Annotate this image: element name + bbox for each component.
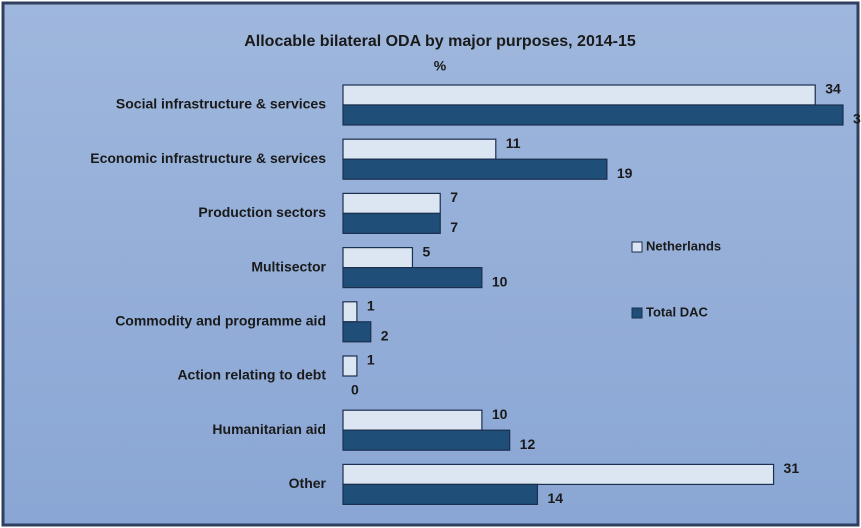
bar [342, 301, 358, 323]
value-label: 36 [853, 111, 861, 127]
bar [342, 409, 483, 431]
value-label: 14 [547, 490, 563, 506]
value-label: 1 [367, 298, 375, 314]
value-label: 10 [492, 273, 508, 289]
value-label: 7 [450, 219, 458, 235]
bar [342, 483, 539, 505]
legend-swatch [631, 241, 643, 253]
value-label: 12 [520, 436, 536, 452]
category-label: Humanitarian aid [212, 421, 326, 437]
category-label: Commodity and programme aid [115, 313, 326, 329]
value-label: 0 [351, 382, 359, 398]
bar [342, 267, 483, 289]
chart-title: Allocable bilateral ODA by major purpose… [244, 33, 636, 50]
bar [342, 104, 844, 126]
category-label: Production sectors [198, 204, 326, 220]
bar [342, 158, 608, 180]
value-label: 10 [492, 406, 508, 422]
value-label: 7 [450, 189, 458, 205]
category-label: Other [289, 475, 327, 491]
value-label: 34 [825, 81, 841, 97]
bar [342, 138, 497, 160]
bar [342, 321, 372, 343]
bar [342, 192, 441, 214]
bar [342, 429, 511, 451]
category-label: Action relating to debt [177, 367, 326, 383]
value-label: 1 [367, 352, 375, 368]
bar [342, 247, 414, 269]
bar [342, 212, 441, 234]
legend-label: Total DAC [646, 304, 708, 319]
value-label: 31 [784, 460, 800, 476]
category-label: Multisector [251, 258, 326, 274]
bar [342, 463, 775, 485]
value-label: 2 [381, 328, 389, 344]
chart-subtitle: % [434, 58, 447, 74]
category-label: Social infrastructure & services [116, 96, 326, 112]
legend-label: Netherlands [646, 238, 721, 253]
value-label: 19 [617, 165, 633, 181]
bar [342, 84, 816, 106]
legend-swatch [631, 307, 643, 319]
value-label: 11 [506, 135, 521, 151]
value-label: 5 [422, 243, 430, 259]
category-label: Economic infrastructure & services [90, 150, 326, 166]
bar [342, 355, 358, 377]
